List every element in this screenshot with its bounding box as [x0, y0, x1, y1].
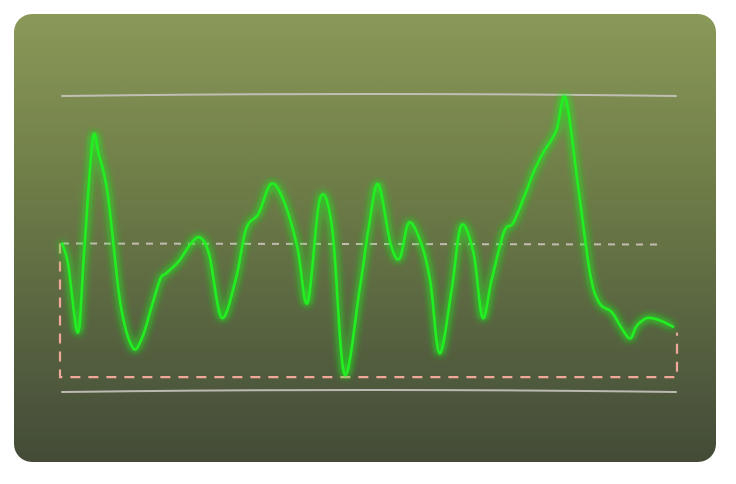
upper-reference-line	[61, 93, 677, 97]
selection-box	[58, 243, 679, 379]
signal-line	[60, 95, 675, 377]
threshold-line	[61, 242, 664, 246]
chart-panel	[14, 14, 716, 462]
lower-reference-line	[61, 389, 677, 393]
